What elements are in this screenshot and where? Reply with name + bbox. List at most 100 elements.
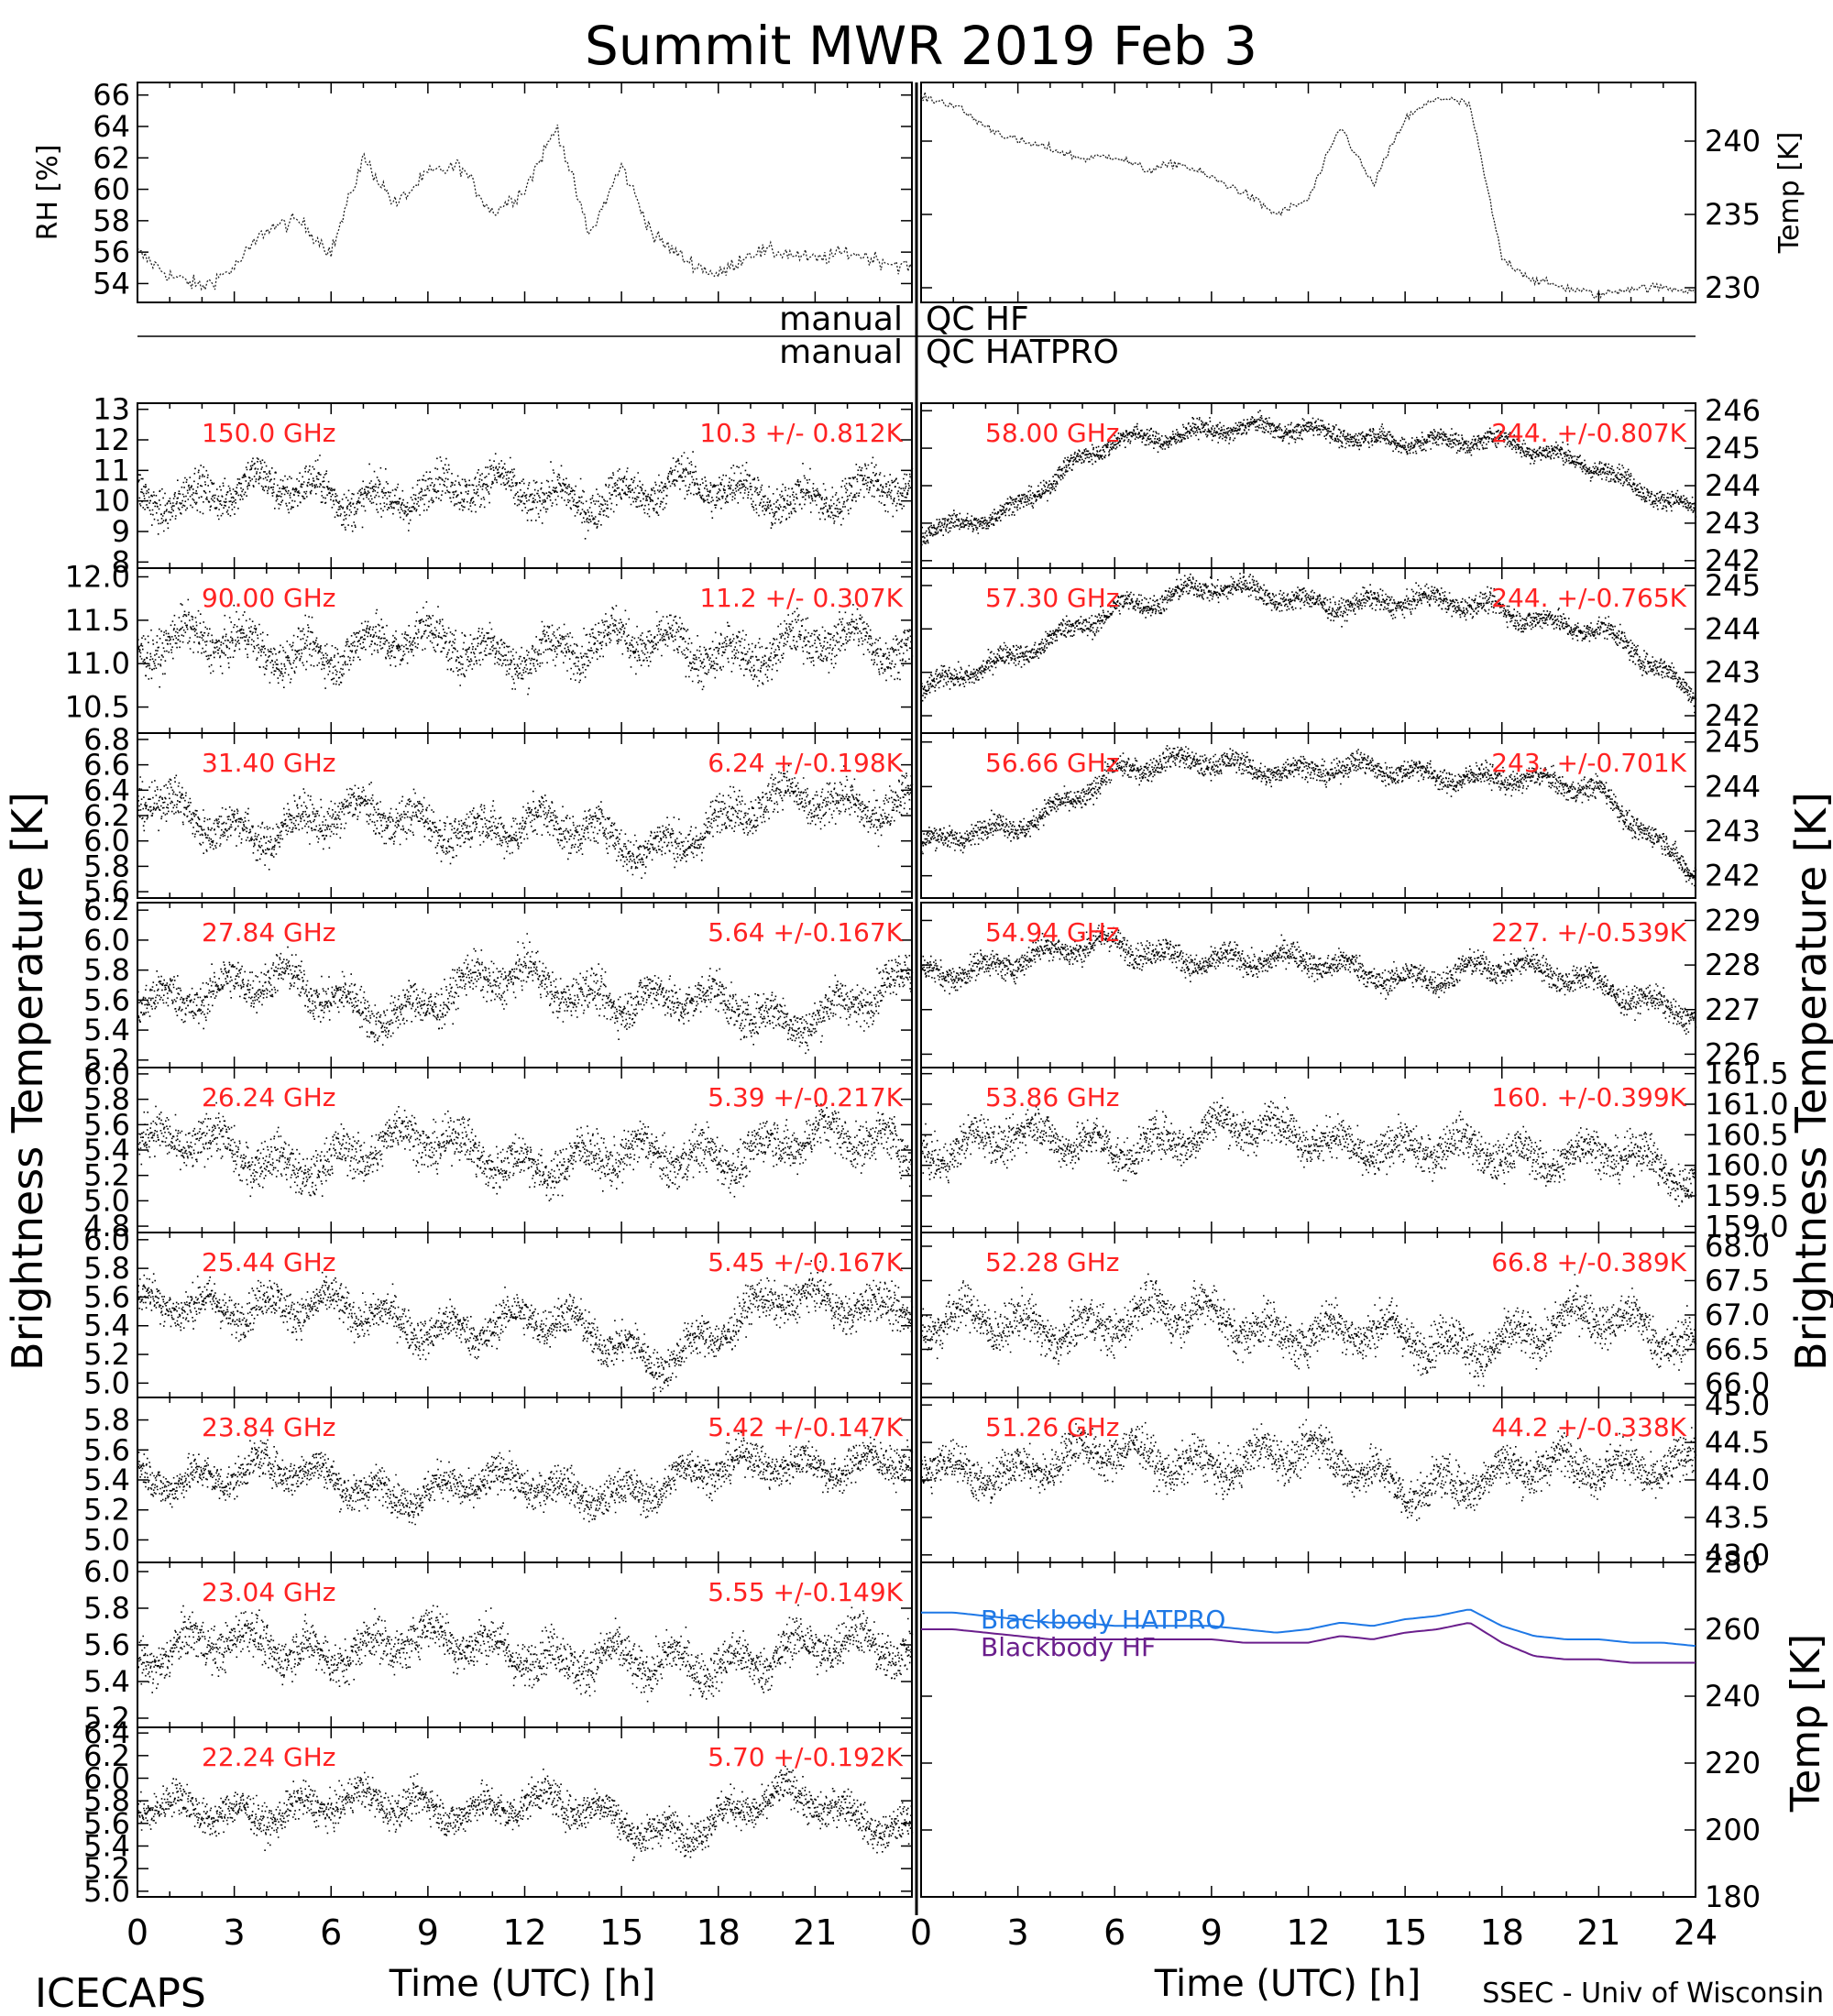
y-tick-label: 58 <box>93 203 130 238</box>
blackbody-axis-label: Temp [K] <box>1783 1634 1829 1813</box>
panel-3140: 5.65.86.06.26.46.66.8 31.40 GHz 6.24 +/-0.… <box>83 722 914 909</box>
y-axis-label-right: Brightness Temperature [K] <box>1786 792 1833 1371</box>
y-tick-label: 160.0 <box>1705 1148 1789 1183</box>
y-tick-label: 11 <box>93 453 130 488</box>
y-tick-label: 5.0 <box>83 1522 130 1557</box>
y-tick-label: 235 <box>1705 197 1761 232</box>
panel-2544-stat-label: 5.45 +/-0.167K <box>708 1247 903 1277</box>
y-tick-label: 68.0 <box>1705 1229 1770 1264</box>
y-tick-label: 240 <box>1705 124 1761 159</box>
y-tick-label: 229 <box>1705 903 1761 937</box>
y-tick-label: 44.0 <box>1705 1463 1770 1497</box>
y-tick-label: 12.0 <box>65 559 130 594</box>
y-tick-label: 5.2 <box>83 1493 130 1528</box>
y-tick-label: 6.0 <box>83 1222 130 1257</box>
panel-2384: 5.05.25.45.65.8 23.84 GHz 5.42 +/-0.147K <box>83 1397 914 1563</box>
panel-5494-stat-label: 227. +/-0.539K <box>1491 917 1686 948</box>
panel-5730-freq-label: 57.30 GHz <box>985 583 1120 613</box>
y-tick-label: 5.2 <box>83 1851 130 1886</box>
panel-9000-points <box>137 598 914 696</box>
x-tick-label-left: 21 <box>793 1912 837 1953</box>
y-tick-label: 66.5 <box>1705 1332 1770 1367</box>
y-tick-label: 11.0 <box>65 646 130 681</box>
y-tick-label: 243 <box>1705 506 1761 541</box>
y-tick-label: 159.5 <box>1705 1178 1789 1213</box>
y-tick-label: 64 <box>93 109 130 144</box>
y-tick-label: 67.0 <box>1705 1298 1770 1332</box>
x-tick-label-right: 18 <box>1480 1912 1524 1953</box>
panel-2304-stat-label: 5.55 +/-0.149K <box>708 1577 903 1607</box>
y-axis-label-left: Brightness Temperature [K] <box>3 792 52 1371</box>
panel-2304-points <box>137 1604 914 1703</box>
y-tick-label: 43.0 <box>1705 1538 1770 1572</box>
y-tick-label: 243 <box>1705 655 1761 690</box>
panel-5730-points <box>921 573 1697 714</box>
blackbody-legend-1: Blackbody HF <box>981 1632 1156 1662</box>
rh-panel-frame <box>137 82 913 303</box>
x-tick-label-right: 0 <box>910 1912 932 1953</box>
y-tick-label: 6.2 <box>83 1738 130 1773</box>
x-tick-label-left: 9 <box>417 1912 439 1953</box>
y-tick-label: 5.8 <box>83 849 130 883</box>
y-tick-label: 5.6 <box>83 874 130 909</box>
y-tick-label: 227 <box>1705 992 1761 1027</box>
x-tick-label-left: 6 <box>320 1912 342 1953</box>
y-tick-label: 6.0 <box>83 1057 130 1091</box>
temp-axis-label: Temp [K] <box>1773 132 1806 255</box>
x-tick-label-left: 18 <box>697 1912 741 1953</box>
blackbody-line-1 <box>921 1622 1696 1664</box>
y-tick-label: 66 <box>93 78 130 113</box>
panel-2544: 5.05.25.45.65.86.0 25.44 GHz 5.45 +/-0.167… <box>83 1222 914 1400</box>
panel-2784: 5.25.45.65.86.06.2 27.84 GHz 5.64 +/-0.167… <box>83 893 914 1078</box>
y-tick-label: 5.4 <box>83 1664 130 1699</box>
panel-5386-stat-label: 160. +/-0.399K <box>1491 1082 1686 1112</box>
y-tick-label: 5.8 <box>83 1783 130 1818</box>
panel-2624-freq-label: 26.24 GHz <box>202 1082 336 1112</box>
x-tick-label-right: 12 <box>1286 1912 1330 1953</box>
panel-2224-stat-label: 5.70 +/-0.192K <box>708 1742 903 1772</box>
y-tick-label: 5.8 <box>83 1082 130 1117</box>
panel-2224: 5.05.25.45.65.86.06.26.4 22.24 GHz 5.70 +/… <box>83 1715 914 1909</box>
panel-2384-freq-label: 23.84 GHz <box>202 1412 336 1442</box>
x-tick-label-left: 15 <box>599 1912 643 1953</box>
qc-hf-manual: manual <box>779 301 903 338</box>
x-tick-label-right: 9 <box>1201 1912 1223 1953</box>
panel-5666-stat-label: 243. +/-0.701K <box>1491 748 1686 778</box>
y-tick-label: 10.5 <box>65 690 130 725</box>
y-tick-label: 5.8 <box>83 1591 130 1626</box>
panel-5494-freq-label: 54.94 GHz <box>985 917 1120 948</box>
y-tick-label: 6.0 <box>83 824 130 859</box>
panel-2384-stat-label: 5.42 +/-0.147K <box>708 1412 903 1442</box>
panel-5126-points <box>921 1419 1697 1521</box>
y-tick-label: 245 <box>1705 431 1761 466</box>
y-tick-label: 5.6 <box>83 982 130 1017</box>
panel-5666-freq-label: 56.66 GHz <box>985 748 1120 778</box>
rh-axis-label: RH [%] <box>32 145 64 241</box>
x-tick-label-right: 21 <box>1576 1912 1620 1953</box>
qc-hf-label: QC HF <box>926 301 1029 338</box>
temp-panel: 230 235 240 Temp [K] <box>920 82 1806 305</box>
y-tick-label: 161.0 <box>1705 1087 1789 1122</box>
y-tick-label: 6.8 <box>83 722 130 757</box>
y-tick-label: 242 <box>1705 859 1761 893</box>
blackbody-panel: 180 200 220 240 260 280 Temp [K] Blackbody HATP… <box>920 1545 1829 1914</box>
y-tick-label: 6.0 <box>83 1761 130 1796</box>
panel-9000-stat-label: 11.2 +/- 0.307K <box>699 583 903 613</box>
y-tick-label: 5.4 <box>83 1463 130 1497</box>
y-tick-label: 244 <box>1705 769 1761 804</box>
panel-1500-stat-label: 10.3 +/- 0.812K <box>699 418 903 448</box>
x-tick-label-right: 6 <box>1103 1912 1125 1953</box>
y-tick-label: 244 <box>1705 468 1761 503</box>
y-tick-label: 9 <box>112 514 130 549</box>
y-tick-label: 5.6 <box>83 1806 130 1841</box>
y-tick-label: 60 <box>93 172 130 207</box>
qc-hatpro-manual: manual <box>779 334 903 371</box>
y-tick-label: 5.2 <box>83 1158 130 1193</box>
panel-2544-freq-label: 25.44 GHz <box>202 1247 336 1277</box>
y-tick-label: 5.6 <box>83 1432 130 1467</box>
